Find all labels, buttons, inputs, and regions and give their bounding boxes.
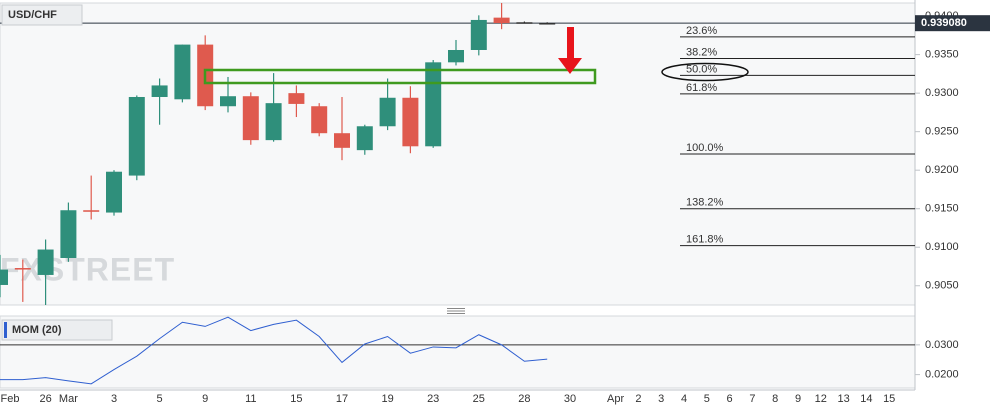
x-tick-label: 26 (39, 393, 51, 405)
candle-body (83, 210, 100, 212)
fib-label: 100.0% (686, 142, 724, 154)
x-tick-label: 19 (381, 393, 393, 405)
candle-body (470, 19, 487, 50)
candle-body (356, 126, 373, 151)
x-tick-label: 9 (202, 393, 208, 405)
candle-body (334, 133, 350, 148)
candle-body (60, 210, 77, 259)
momentum-panel (0, 315, 916, 389)
x-tick-label: 8 (772, 393, 778, 405)
down-arrow (558, 27, 582, 74)
zone-box (203, 68, 597, 85)
x-tick-label: 28 (518, 393, 530, 405)
x-tick-label: 9 (795, 393, 801, 405)
scroll-handle[interactable] (447, 308, 465, 314)
symbol-title: USD/CHF (8, 9, 57, 21)
indicator-color (4, 322, 7, 338)
fib-label: 138.2% (686, 197, 724, 209)
momentum-plot (0, 316, 915, 385)
x-tick-label: 2 (635, 393, 641, 405)
candle-body (448, 49, 464, 63)
fib-label: 50.0% (686, 63, 717, 75)
y-tick-label: 0.0300 (925, 339, 959, 351)
candle-body (14, 268, 31, 270)
axes: 0.9050 0.9100 0.9150 0.9200 0.9250 0.9300 0.93… (1, 10, 990, 405)
x-tick-label: Mar (59, 393, 78, 405)
y-tick-label: 0.9350 (925, 49, 959, 61)
candle-body (402, 97, 419, 147)
y-tick-label: 0.9050 (925, 280, 959, 292)
x-tick-label: 30 (564, 393, 576, 405)
last-price-box (915, 15, 990, 32)
x-tick-label: 15 (883, 393, 895, 405)
x-tick-label: 23 (427, 393, 439, 405)
candle-body (425, 62, 442, 147)
last-price-label: 0.939080 (921, 17, 967, 29)
x-tick-label: 7 (749, 393, 755, 405)
y-tick-label: 0.9200 (925, 164, 959, 176)
x-tick-label: 5 (704, 393, 710, 405)
x-tick-label: 4 (681, 393, 687, 405)
x-tick-label: 3 (111, 393, 117, 405)
x-tick-label: 11 (245, 393, 256, 405)
fib-label: 23.6% (686, 25, 717, 37)
candle-body (516, 22, 533, 24)
x-tick-label: Apr (607, 393, 624, 405)
fib-label: 38.2% (686, 46, 717, 58)
candle-body (128, 96, 145, 176)
x-tick-label: 12 (815, 393, 827, 405)
fib-label: 161.8% (686, 234, 724, 246)
candle-body (539, 23, 556, 25)
x-tick-label: 15 (290, 393, 302, 405)
x-tick-label: 5 (157, 393, 163, 405)
symbol-box (1, 4, 83, 26)
candle-body (37, 249, 54, 275)
candle-body (0, 269, 8, 285)
y-tick-label: 0.0200 (925, 369, 959, 381)
y-tick-label: 0.9300 (925, 87, 959, 99)
x-tick-label: 25 (473, 393, 485, 405)
candle-body (151, 85, 168, 97)
x-tick-label: 3 (658, 393, 664, 405)
candle-body (174, 44, 191, 100)
x-tick-label: 6 (727, 393, 733, 405)
candle-body (379, 97, 396, 127)
fib-label: 61.8% (686, 82, 717, 94)
indicator-box (1, 319, 113, 341)
x-tick-label: 17 (336, 393, 348, 405)
candle-body (220, 96, 236, 107)
candle-body (493, 17, 510, 24)
candle-body (311, 106, 328, 134)
y-tick-label: 0.9150 (925, 203, 959, 215)
x-tick-label: 13 (837, 393, 849, 405)
candle-body (242, 96, 259, 141)
x-tick-label: Feb (1, 393, 20, 405)
main-plot: 23.6% 38.2% 50.0% 61.8% 100.0% 138.2% 161.8% (0, 3, 915, 305)
highlight-ellipse (661, 62, 749, 82)
momentum-line (0, 316, 548, 385)
indicator-title: MOM (20) (12, 324, 62, 336)
candle-body (288, 93, 305, 104)
y-tick-label: 0.9250 (925, 126, 959, 138)
x-tick-label: 14 (860, 393, 872, 405)
candle-body (106, 171, 122, 213)
y-tick-label: 0.9100 (925, 241, 959, 253)
candle-body (265, 103, 282, 141)
